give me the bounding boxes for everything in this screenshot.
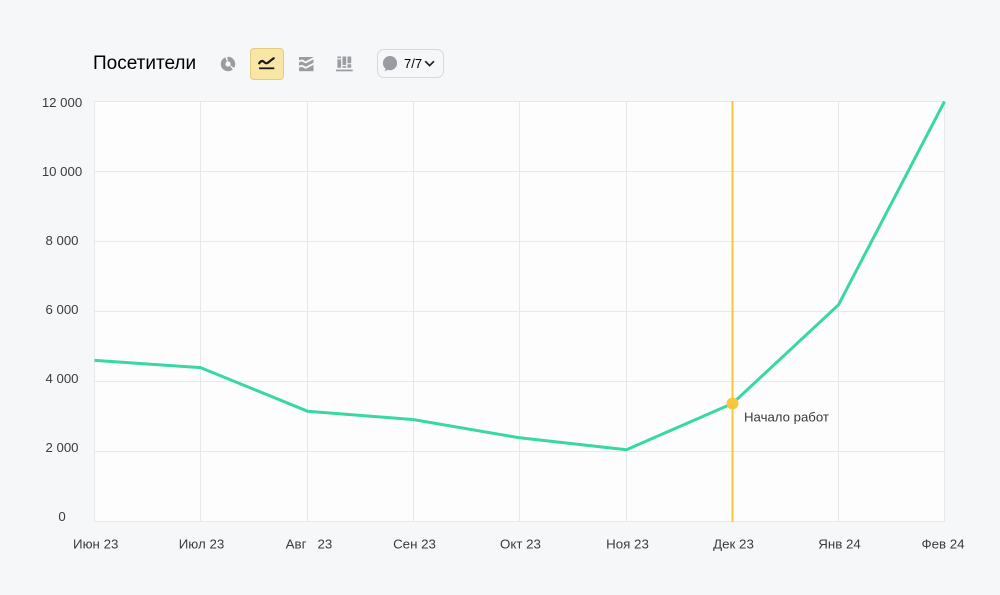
svg-text:Сен 23: Сен 23 [393,537,436,552]
svg-text:6 000: 6 000 [45,302,78,317]
svg-text:Янв 24: Янв 24 [818,537,861,552]
svg-text:Июн 23: Июн 23 [73,537,118,552]
svg-text:Авг 23: Авг 23 [286,537,333,552]
svg-text:0: 0 [58,509,65,524]
svg-text:Фев 24: Фев 24 [921,537,964,552]
svg-text:10 000: 10 000 [42,164,82,179]
svg-text:2 000: 2 000 [45,440,78,455]
svg-text:Дек 23: Дек 23 [713,537,754,552]
svg-text:Ноя 23: Ноя 23 [606,537,649,552]
svg-text:12 000: 12 000 [42,95,82,110]
svg-text:Июл 23: Июл 23 [179,537,224,552]
svg-text:4 000: 4 000 [45,371,78,386]
svg-text:Начало работ: Начало работ [744,410,829,425]
svg-text:Окт 23: Окт 23 [500,537,541,552]
svg-text:8 000: 8 000 [45,233,78,248]
